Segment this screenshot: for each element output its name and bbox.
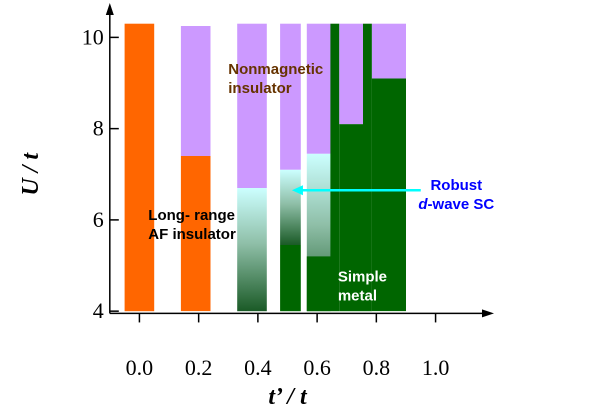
y-axis-arrowhead bbox=[105, 3, 114, 15]
phase-region-nm-col3-seg2 bbox=[280, 23, 301, 170]
x-tick-label-1: 0.2 bbox=[185, 355, 213, 380]
annotations bbox=[291, 185, 421, 196]
x-tick-label-2: 0.4 bbox=[244, 355, 272, 380]
region-labels: Nonmagnetic insulator Long- range AF insula… bbox=[148, 61, 494, 305]
label-af-line-0: Long- range bbox=[148, 207, 235, 224]
phase-region-sc-col2-seg0 bbox=[237, 188, 267, 312]
phase-region-nm-col7-seg1 bbox=[339, 23, 363, 125]
phase-columns bbox=[124, 23, 406, 312]
y-tick-label-4: 4 bbox=[93, 298, 104, 323]
label-sc-line-1: d-wave SC bbox=[418, 196, 494, 213]
label-metal: Simple metal bbox=[338, 268, 387, 304]
label-af-line-1: AF insulator bbox=[148, 226, 236, 243]
label-af: Long- range AF insulator bbox=[148, 207, 236, 243]
label-metal-line-1: metal bbox=[338, 287, 377, 304]
y-tick-label-6: 6 bbox=[93, 207, 104, 232]
x-axis-arrowhead bbox=[482, 309, 494, 318]
y-tick-label-10: 10 bbox=[82, 24, 104, 49]
label-sc: Robust d-wave SC bbox=[418, 177, 494, 213]
phase-region-metal-col6-seg0 bbox=[330, 23, 340, 312]
label-nm-line-0: Nonmagnetic bbox=[228, 61, 323, 78]
phase-region-metal-col8-seg0 bbox=[363, 23, 372, 312]
phase-region-nm-col4-seg1 bbox=[306, 23, 331, 154]
x-axis-label: t’ / t bbox=[268, 384, 308, 410]
phase-region-metal-col3-seg0 bbox=[280, 245, 301, 312]
axes: 4 6 8 10 0.0 0.2 0.4 0.6 0.8 1.0 t’ / t U / t bbox=[18, 3, 494, 410]
phase-region-metal-col9-seg0 bbox=[371, 78, 406, 312]
label-nm: Nonmagnetic insulator bbox=[228, 61, 323, 97]
arrow-head-0 bbox=[291, 185, 303, 196]
x-tick-label-0: 0.0 bbox=[126, 355, 154, 380]
y-axis-label: U / t bbox=[18, 152, 44, 196]
phase-region-sc-col3-seg1 bbox=[280, 169, 301, 245]
label-metal-line-0: Simple bbox=[338, 268, 387, 285]
label-nm-line-1: insulator bbox=[228, 80, 292, 97]
phase-region-af-col1-seg0 bbox=[180, 156, 211, 312]
phase-region-metal-col7-seg0 bbox=[339, 124, 363, 312]
phase-region-nm-col2-seg1 bbox=[237, 23, 267, 189]
x-tick-label-3: 0.6 bbox=[303, 355, 331, 380]
phase-region-nm-col9-seg1 bbox=[371, 23, 406, 79]
label-sc-line-0: Robust bbox=[430, 177, 482, 194]
x-tick-label-5: 1.0 bbox=[422, 355, 450, 380]
y-tick-label-8: 8 bbox=[93, 116, 104, 141]
phase-region-af-col0-seg0 bbox=[124, 23, 155, 312]
phase-region-nm-col1-seg1 bbox=[180, 26, 211, 156]
x-tick-label-4: 0.8 bbox=[363, 355, 391, 380]
phase-region-metal-col5-seg0 bbox=[306, 256, 331, 312]
